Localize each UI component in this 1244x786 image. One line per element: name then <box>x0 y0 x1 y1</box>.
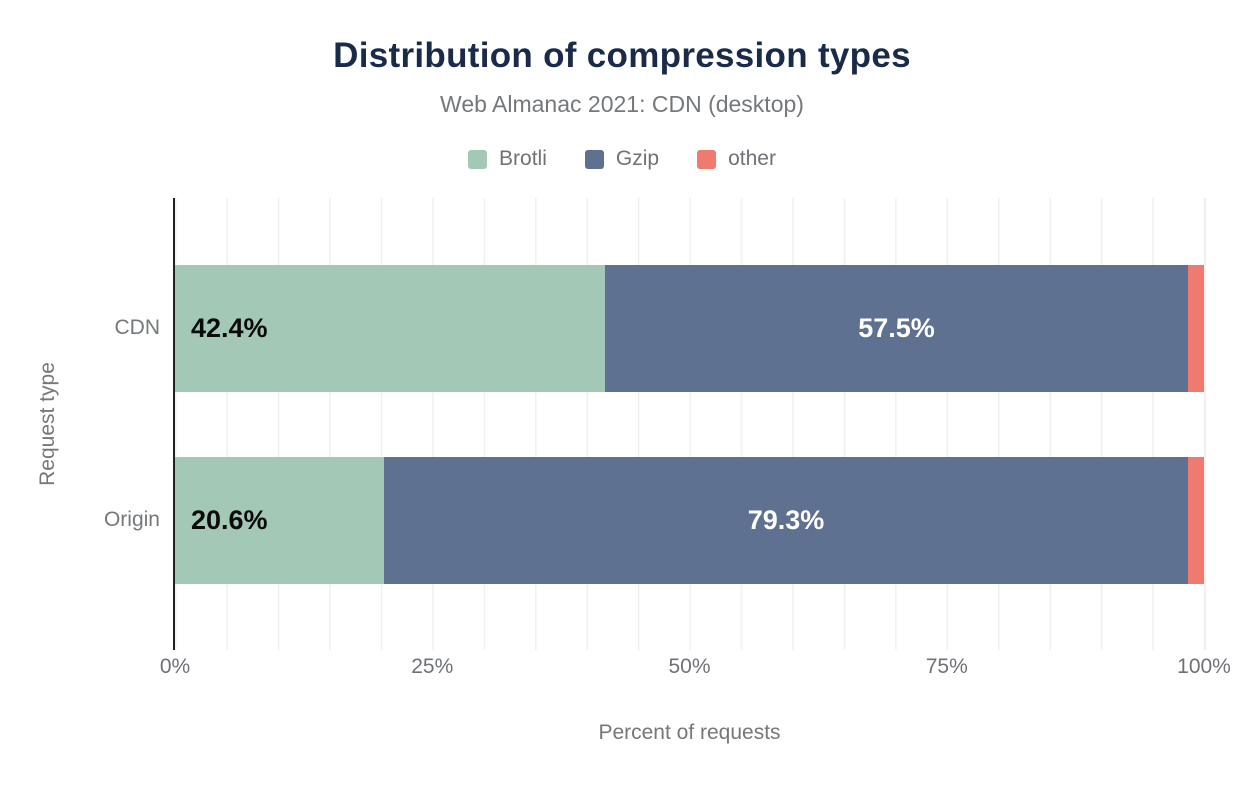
y-axis-title: Request type <box>36 362 59 486</box>
bar-origin-segment-brotli: 20.6% <box>175 457 385 584</box>
x-tick-1: 25% <box>411 655 454 678</box>
bar-cdn-segment-other <box>1188 265 1204 392</box>
chart-subtitle: Web Almanac 2021: CDN (desktop) <box>440 91 804 117</box>
category-label-origin: Origin <box>103 507 160 531</box>
legend-item-other: other <box>697 147 776 171</box>
chart-title: Distribution of compression types <box>333 36 911 75</box>
bar-origin-segment-other <box>1188 457 1204 584</box>
plot-area: 42.4% 57.5% 20.6% 79.3% <box>175 198 1206 650</box>
legend-swatch-gzip <box>584 149 604 169</box>
x-axis-ticks: 0% 25% 50% 75% 100% <box>160 655 1231 683</box>
category-label-cdn: CDN <box>114 315 161 339</box>
bar-value-label: 20.6% <box>191 505 268 535</box>
bar-value-label: 42.4% <box>191 313 268 343</box>
bar-value-label: 57.5% <box>858 313 935 343</box>
legend-label-gzip: Gzip <box>615 147 660 170</box>
legend-item-gzip: Gzip <box>584 147 660 171</box>
legend: Brotli Gzip other <box>0 147 1244 171</box>
legend-item-brotli: Brotli <box>468 147 547 171</box>
bar-origin-segment-gzip: 79.3% <box>384 457 1188 584</box>
bar-cdn: 42.4% 57.5% <box>175 265 1204 392</box>
bar-cdn-segment-brotli: 42.4% <box>175 265 606 392</box>
legend-label-brotli: Brotli <box>499 147 547 170</box>
x-tick-0: 0% <box>159 655 191 678</box>
bar-origin: 20.6% 79.3% <box>175 457 1204 584</box>
x-tick-2: 50% <box>668 655 711 678</box>
legend-label-other: other <box>728 147 776 170</box>
legend-swatch-other <box>697 149 717 169</box>
bar-cdn-segment-gzip: 57.5% <box>605 265 1188 392</box>
bar-value-label: 79.3% <box>747 505 825 535</box>
x-axis-title: Percent of requests <box>598 721 781 744</box>
x-tick-4: 100% <box>1177 655 1231 678</box>
y-axis-line <box>173 198 175 650</box>
x-tick-3: 75% <box>925 655 968 678</box>
legend-swatch-brotli <box>468 149 488 169</box>
